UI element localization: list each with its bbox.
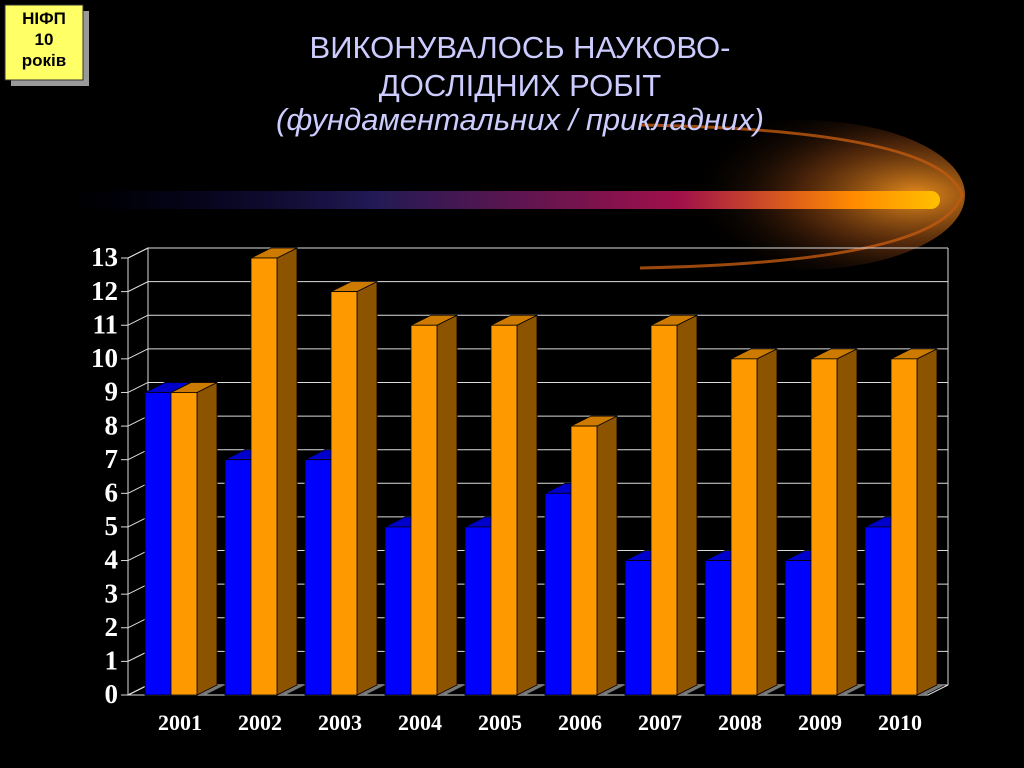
streak — [70, 191, 940, 209]
y-tick-label: 11 — [92, 309, 118, 339]
grid-line — [127, 247, 149, 259]
badge-text: років — [22, 51, 66, 70]
bar-shadow — [517, 685, 545, 695]
chart-title: ДОСЛІДНИХ РОБІТ — [379, 68, 661, 103]
bar-shadow — [277, 685, 305, 695]
chart-subtitle: (фундаментальних / прикладних) — [276, 102, 764, 137]
bar — [304, 459, 332, 696]
badge-text: НІФП — [22, 9, 66, 28]
bar-side — [756, 348, 778, 696]
bar-side — [516, 314, 538, 696]
y-tick-label: 12 — [91, 276, 118, 306]
y-tick-label: 0 — [105, 679, 119, 709]
y-tick-label: 10 — [91, 343, 118, 373]
grid-line — [127, 348, 149, 360]
bar-side — [436, 314, 458, 696]
bar-shadow — [197, 685, 225, 695]
bar — [464, 526, 492, 696]
y-tick-label: 3 — [105, 578, 119, 608]
bar — [410, 324, 438, 696]
bar — [544, 492, 572, 696]
bar — [810, 358, 838, 696]
y-tick-label: 2 — [105, 612, 119, 642]
y-tick-label: 5 — [105, 511, 119, 541]
bar — [864, 526, 892, 696]
bar — [250, 257, 278, 696]
bar — [784, 560, 812, 696]
grid-line — [127, 382, 149, 393]
bar-side — [836, 348, 858, 696]
x-tick-label: 2010 — [878, 710, 922, 735]
grid-line — [127, 281, 149, 293]
bar — [384, 526, 412, 696]
chart-title: ВИКОНУВАЛОСЬ НАУКОВО- — [310, 30, 731, 65]
y-tick-label: 6 — [105, 478, 119, 508]
bar — [650, 324, 678, 696]
bar — [730, 358, 758, 696]
bar — [624, 560, 652, 696]
y-tick-label: 9 — [105, 377, 119, 407]
bar — [330, 291, 358, 696]
bar — [490, 324, 518, 696]
y-tick-label: 1 — [105, 646, 119, 676]
bar-side — [276, 247, 298, 696]
x-tick-label: 2001 — [158, 710, 202, 735]
x-tick-label: 2006 — [558, 710, 602, 735]
bar — [704, 560, 732, 696]
bar — [224, 459, 252, 696]
x-tick-label: 2004 — [398, 710, 442, 735]
bar-shadow — [357, 685, 385, 695]
x-tick-label: 2007 — [638, 710, 682, 735]
y-tick-label: 4 — [105, 545, 119, 575]
badge-text: 10 — [35, 30, 54, 49]
bar-shadow — [837, 685, 865, 695]
bar-side — [596, 415, 618, 696]
glow-edge — [639, 123, 964, 270]
bar-side — [356, 280, 378, 696]
bar — [170, 392, 198, 696]
grid-line — [127, 314, 149, 326]
x-tick-label: 2002 — [238, 710, 282, 735]
y-tick-label: 13 — [91, 242, 118, 272]
bar-side — [196, 381, 218, 696]
x-tick-label: 2005 — [478, 710, 522, 735]
bar — [890, 358, 918, 696]
bar-shadow — [757, 685, 785, 695]
x-tick-label: 2008 — [718, 710, 762, 735]
badge — [4, 4, 84, 81]
bar — [144, 392, 172, 696]
x-tick-label: 2003 — [318, 710, 362, 735]
y-tick-label: 8 — [105, 410, 119, 440]
y-tick-label: 7 — [105, 444, 119, 474]
bar-side — [916, 348, 938, 696]
bar-shadow — [677, 685, 705, 695]
bar-shadow — [437, 685, 465, 695]
bar-shadow — [597, 685, 625, 695]
bar-side — [676, 314, 698, 696]
bar — [570, 425, 598, 696]
bar-shadow — [917, 685, 945, 695]
x-tick-label: 2009 — [798, 710, 842, 735]
